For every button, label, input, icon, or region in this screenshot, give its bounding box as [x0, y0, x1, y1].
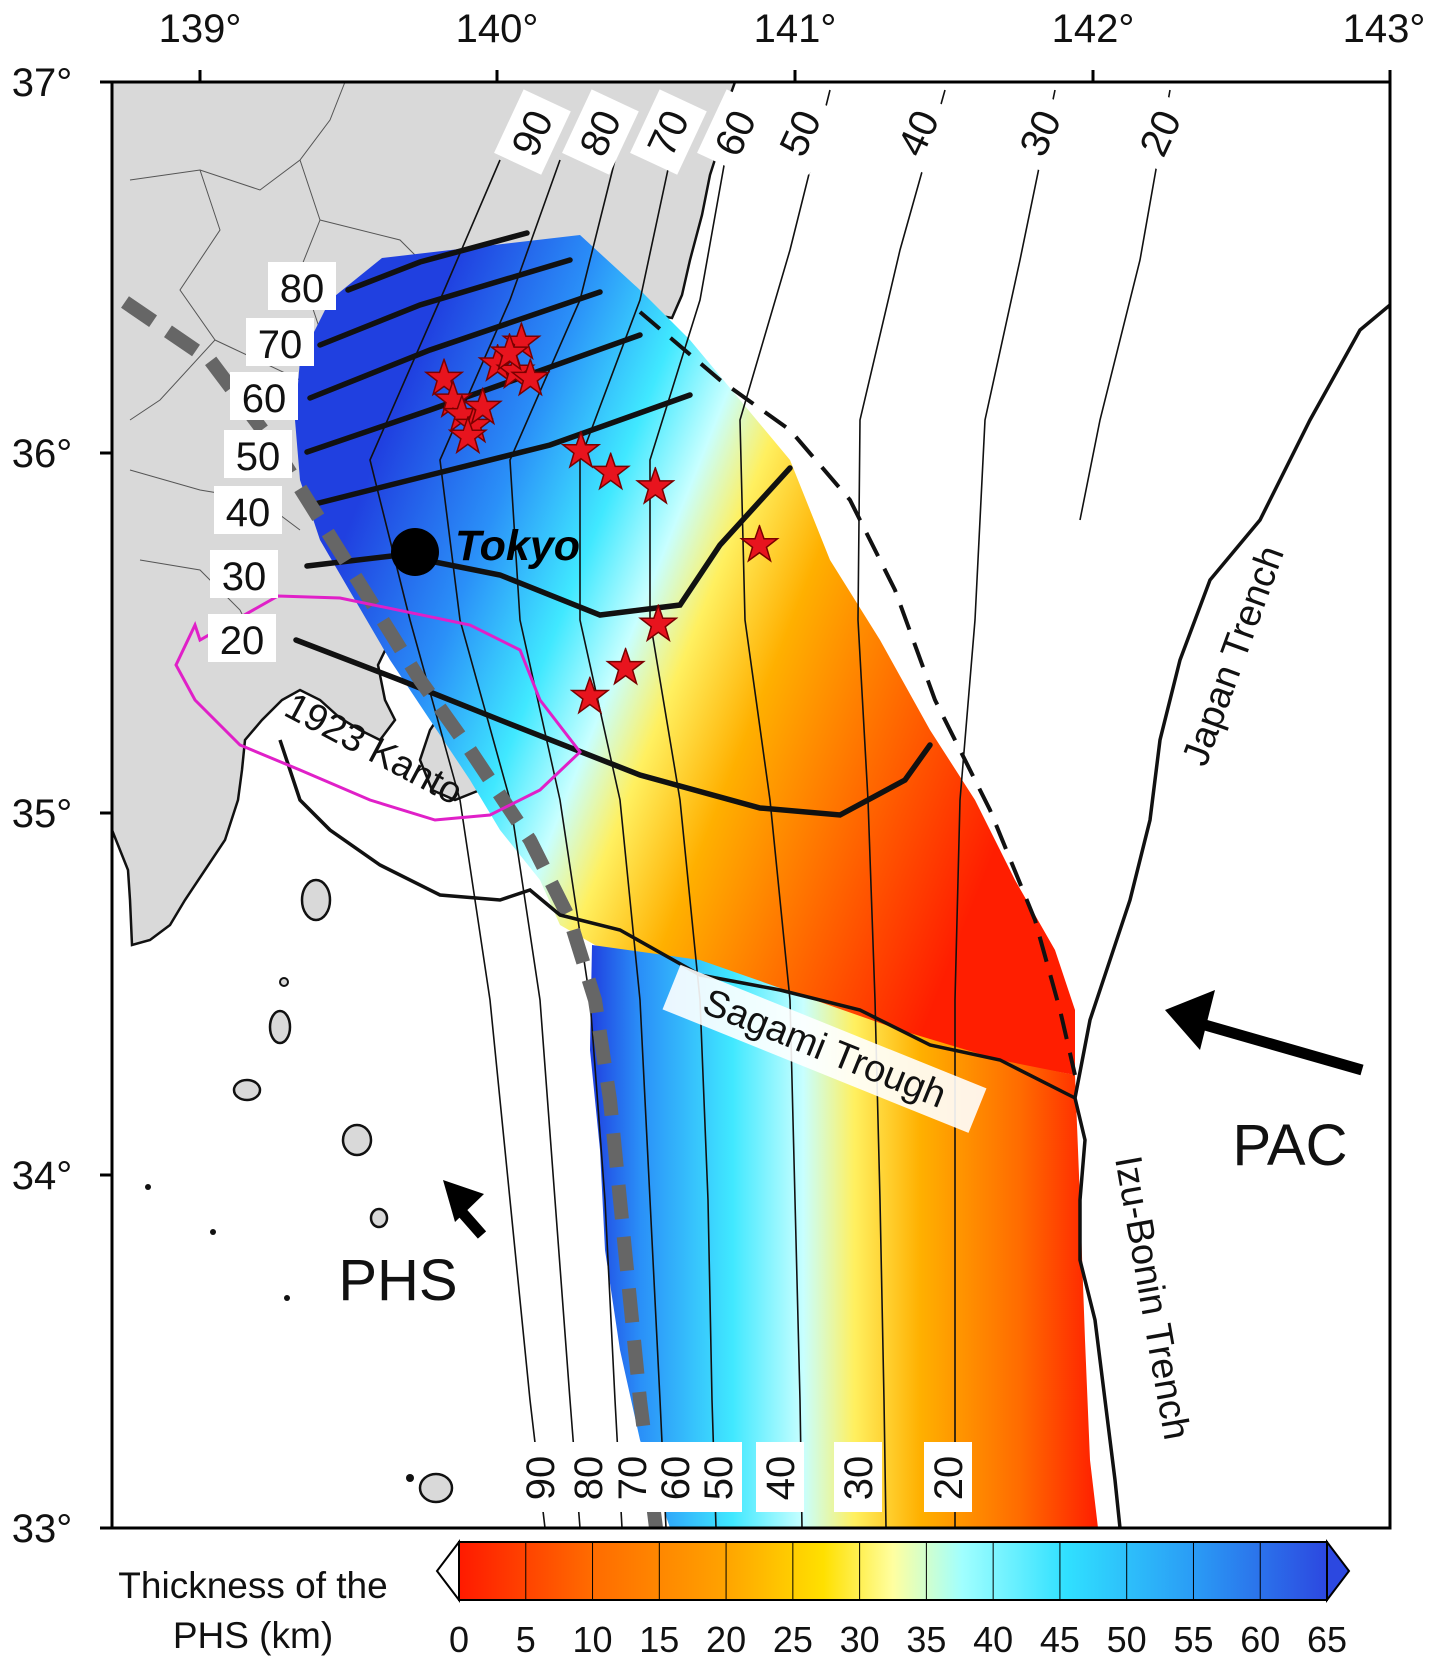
lat-label-34: 34°: [12, 1154, 73, 1198]
pac-label-bottom-60: 60: [654, 1456, 698, 1501]
kanto-1923-outline: [174, 594, 583, 822]
colorbar-tick-label-50: 50: [1107, 1619, 1147, 1660]
colorbar-tick-label-15: 15: [639, 1619, 679, 1660]
island-oshima: [300, 878, 332, 922]
colorbar-tick-lines: [458, 1542, 1328, 1600]
izu-bonin-trench-label: Izu-Bonin Trench: [1106, 1153, 1197, 1443]
lon-label-140: 140°: [456, 7, 539, 51]
pac-label-bottom-50: 50: [697, 1456, 741, 1501]
colorbar-tick-label-5: 5: [516, 1619, 536, 1660]
island-5: [369, 1207, 389, 1229]
lon-label-142: 142°: [1052, 7, 1135, 51]
tokyo-marker: [391, 528, 439, 576]
phs-depth-labels: 80 70 60 50 40 30 20: [208, 262, 336, 663]
map-frame: [110, 80, 1392, 1530]
pac-label-bottom-80: 80: [567, 1456, 611, 1501]
island-9: [210, 1229, 216, 1235]
pac-contour-labels-top: 90 80 70 60 50 40 30 20: [494, 89, 1199, 175]
japan-trench-label: Japan Trench: [1175, 541, 1293, 772]
pac-label: PAC: [1233, 1113, 1348, 1178]
colorbar-tick-label-20: 20: [706, 1619, 746, 1660]
colorbar: Thickness of the PHS (km) 0 5 10 15 20 25 30 35…: [118, 1539, 1351, 1660]
lat-label-35: 35°: [12, 792, 73, 836]
phs-label: PHS: [338, 1248, 457, 1313]
phs-label-60: 60: [242, 377, 287, 421]
latitude-labels: 37° 36° 35° 34° 33°: [12, 61, 73, 1551]
colorbar-tick-labels: 0 5 10 15 20 25 30 35 40 45 50 55 60 65: [449, 1619, 1347, 1660]
pac-label-bottom-30: 30: [837, 1456, 881, 1501]
tokyo-label: Tokyo: [455, 522, 580, 570]
island-11: [406, 1474, 414, 1482]
island-8: [145, 1184, 151, 1190]
pac-label-bottom-90: 90: [519, 1456, 563, 1501]
colorbar-high-cap: [1326, 1539, 1351, 1603]
colorbar-tick-label-25: 25: [773, 1619, 813, 1660]
colorbar-tick-label-30: 30: [840, 1619, 880, 1660]
phs-label-40: 40: [226, 491, 271, 535]
colorbar-low-cap: [435, 1539, 460, 1603]
colorbar-tick-label-65: 65: [1307, 1619, 1347, 1660]
colorbar-tick-label-60: 60: [1240, 1619, 1280, 1660]
island-3: [232, 1078, 262, 1102]
izu-bonin-trench-line: [1073, 1097, 1122, 1528]
lat-label-37: 37°: [12, 61, 73, 105]
island-10: [284, 1295, 290, 1301]
pac-label-bottom-40: 40: [759, 1456, 803, 1501]
frame-ticks: [100, 70, 1392, 1530]
island-7: [279, 977, 289, 987]
lon-label-141: 141°: [754, 7, 837, 51]
sagami-trough-line: [278, 739, 1076, 1100]
island-2: [268, 1009, 292, 1045]
pac-contour-labels-bottom: 90 80 70 60 50 40 30 20: [516, 1442, 972, 1512]
pac-motion-arrow: [1165, 990, 1364, 1076]
phs-label-20: 20: [220, 619, 265, 663]
lat-label-36: 36°: [12, 432, 73, 476]
colorbar-title-line2: PHS (km): [173, 1615, 333, 1656]
pac-label-bottom-70: 70: [611, 1456, 655, 1501]
phs-label-80: 80: [280, 267, 325, 311]
island-miyake: [341, 1123, 373, 1157]
pac-slab-edge-dashed: [638, 310, 1077, 1076]
colorbar-tick-label-55: 55: [1173, 1619, 1213, 1660]
map-area: Tokyo 90 80 70 60 50 40 30 20 90 80 70 6…: [112, 82, 1390, 1528]
colorbar-tick-label-45: 45: [1040, 1619, 1080, 1660]
colorbar-tick-label-35: 35: [906, 1619, 946, 1660]
phs-label-50: 50: [236, 435, 281, 479]
pac-label-bottom-20: 20: [927, 1456, 971, 1501]
longitude-labels: 139° 140° 141° 142° 143°: [159, 7, 1426, 51]
phs-label-30: 30: [222, 555, 267, 599]
phs-motion-arrow: [443, 1180, 487, 1239]
colorbar-tick-label-0: 0: [449, 1619, 469, 1660]
island-hachijo: [418, 1472, 454, 1504]
phs-thickness-field: [295, 235, 1075, 1075]
phs-label-70: 70: [258, 323, 303, 367]
colorbar-tick-label-10: 10: [573, 1619, 613, 1660]
lon-label-139: 139°: [159, 7, 242, 51]
colorbar-tick-label-40: 40: [973, 1619, 1013, 1660]
japan-trench-line: [1073, 303, 1390, 1099]
lat-label-33: 33°: [12, 1507, 73, 1551]
lon-label-143: 143°: [1343, 7, 1426, 51]
colorbar-gradient: [458, 1541, 1328, 1601]
colorbar-title-line1: Thickness of the: [118, 1565, 387, 1606]
